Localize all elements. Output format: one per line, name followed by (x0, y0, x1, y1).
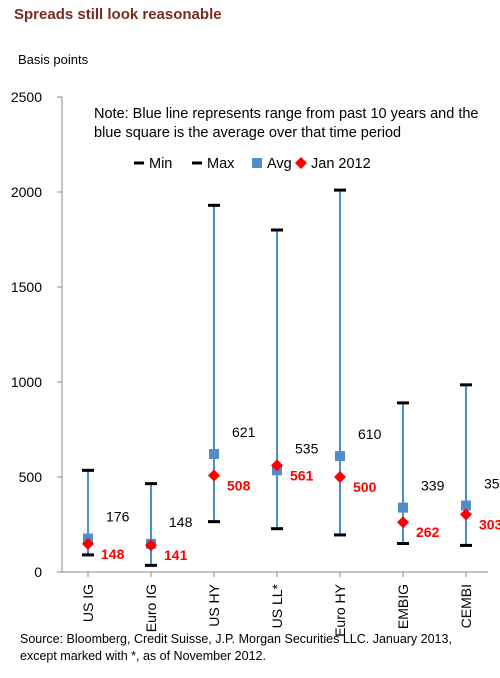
jan-2012-marker (82, 537, 94, 550)
jan-value-label: 500 (353, 479, 377, 495)
chart-title: Spreads still look reasonable (14, 6, 222, 23)
jan-2012-marker (334, 471, 346, 483)
avg-value-label: 339 (421, 478, 445, 494)
source-note: Source: Bloomberg, Credit Suisse, J.P. M… (20, 631, 490, 665)
x-category-label: Euro HY (332, 583, 348, 637)
chart-legend: Min Max Avg Jan 2012 (134, 156, 371, 172)
jan-value-label: 561 (290, 467, 314, 483)
y-tick-label: 1500 (11, 279, 42, 295)
jan-2012-marker (460, 508, 472, 521)
avg-marker (398, 502, 408, 513)
y-tick-label: 0 (34, 564, 42, 580)
avg-value-label: 148 (169, 514, 193, 530)
jan-value-label: 141 (164, 547, 188, 563)
avg-marker (209, 449, 219, 460)
jan-value-label: 508 (227, 477, 251, 493)
avg-value-label: 610 (358, 426, 382, 442)
jan-value-label: 303 (479, 516, 500, 532)
legend-label: Min (149, 156, 172, 172)
y-tick-label: 2500 (11, 89, 42, 105)
x-category-label: EMBIG (395, 584, 411, 629)
x-category-label: CEMBI (458, 584, 474, 628)
avg-value-label: 621 (232, 424, 256, 440)
jan-2012-marker (208, 469, 220, 482)
y-tick-label: 500 (19, 469, 43, 485)
jan-value-label: 148 (101, 546, 125, 562)
legend-diamond-symbol (295, 157, 307, 169)
jan-2012-marker (397, 516, 409, 529)
x-category-label: US LL* (269, 583, 285, 628)
avg-marker (461, 500, 471, 511)
avg-value-label: 176 (106, 509, 130, 525)
y-tick-label: 1000 (11, 374, 42, 390)
jan-2012-marker (271, 459, 283, 472)
legend-label: Avg (267, 156, 292, 172)
jan-value-label: 262 (416, 524, 440, 540)
x-category-label: US HY (206, 583, 222, 626)
jan-2012-marker (145, 539, 157, 552)
legend-square-symbol (252, 158, 262, 168)
y-axis-unit: Basis points (18, 52, 89, 67)
legend-label: Jan 2012 (311, 156, 371, 172)
chart-note-line2: blue square is the average over that tim… (94, 125, 401, 141)
source-line1: Source: Bloomberg, Credit Suisse, J.P. M… (20, 632, 452, 646)
chart-note-line1: Note: Blue line represents range from pa… (94, 106, 478, 122)
avg-value-label: 350 (484, 476, 500, 492)
y-tick-label: 2000 (11, 184, 42, 200)
avg-marker (335, 451, 345, 462)
legend-label: Max (207, 156, 235, 172)
avg-value-label: 535 (295, 440, 319, 456)
x-category-label: US IG (80, 584, 96, 622)
x-category-label: Euro IG (143, 584, 159, 632)
source-line2: except marked with *, as of November 201… (20, 649, 266, 663)
